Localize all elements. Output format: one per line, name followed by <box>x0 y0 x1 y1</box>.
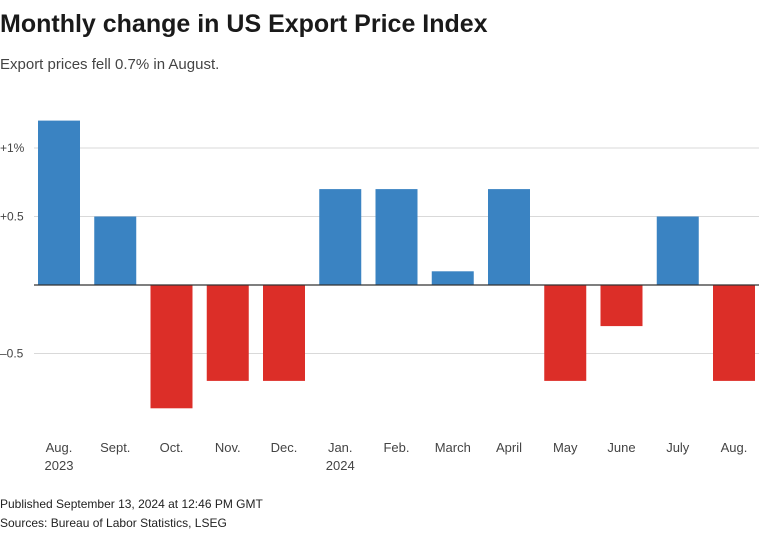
bar <box>600 285 643 327</box>
x-tick-label: April <box>496 440 522 455</box>
sources-note: Sources: Bureau of Labor Statistics, LSE… <box>0 516 227 530</box>
bar <box>431 271 474 285</box>
bar <box>206 285 249 381</box>
y-axis-ticks: +1% +0.5 –0.5 <box>0 141 25 361</box>
y-tick-label: +0.5 <box>0 210 24 224</box>
x-tick-label: Oct. <box>160 440 184 455</box>
published-note: Published September 13, 2024 at 12:46 PM… <box>0 497 263 511</box>
y-tick-label: –0.5 <box>0 347 24 361</box>
x-tick-label: March <box>435 440 471 455</box>
x-tick-year-label: 2024 <box>326 458 355 473</box>
chart-subtitle: Export prices fell 0.7% in August. <box>0 56 220 73</box>
x-tick-label: May <box>553 440 578 455</box>
x-tick-label: Aug. <box>46 440 73 455</box>
x-tick-label: Sept. <box>100 440 130 455</box>
bar <box>263 285 305 381</box>
x-tick-label: July <box>666 440 690 455</box>
bar <box>713 285 755 381</box>
bar <box>375 189 418 285</box>
x-tick-label: Aug. <box>721 440 748 455</box>
x-tick-year-label: 2023 <box>45 458 74 473</box>
bar <box>94 216 137 285</box>
y-tick-label: +1% <box>0 141 25 155</box>
bars <box>38 120 755 409</box>
bar <box>319 189 362 285</box>
x-axis-ticks: Aug. 2023 Sept. Oct. Nov. Dec. Jan. 2024 Feb. Mar… <box>45 440 748 473</box>
x-tick-label: Jan. <box>328 440 353 455</box>
x-tick-label: June <box>607 440 635 455</box>
bar <box>150 285 193 409</box>
x-tick-label: Feb. <box>383 440 409 455</box>
bar <box>656 216 699 285</box>
chart-title: Monthly change in US Export Price Index <box>0 10 488 38</box>
x-tick-label: Nov. <box>215 440 241 455</box>
bar <box>38 120 80 285</box>
bar <box>488 189 530 285</box>
x-tick-label: Dec. <box>271 440 298 455</box>
bar <box>544 285 587 381</box>
